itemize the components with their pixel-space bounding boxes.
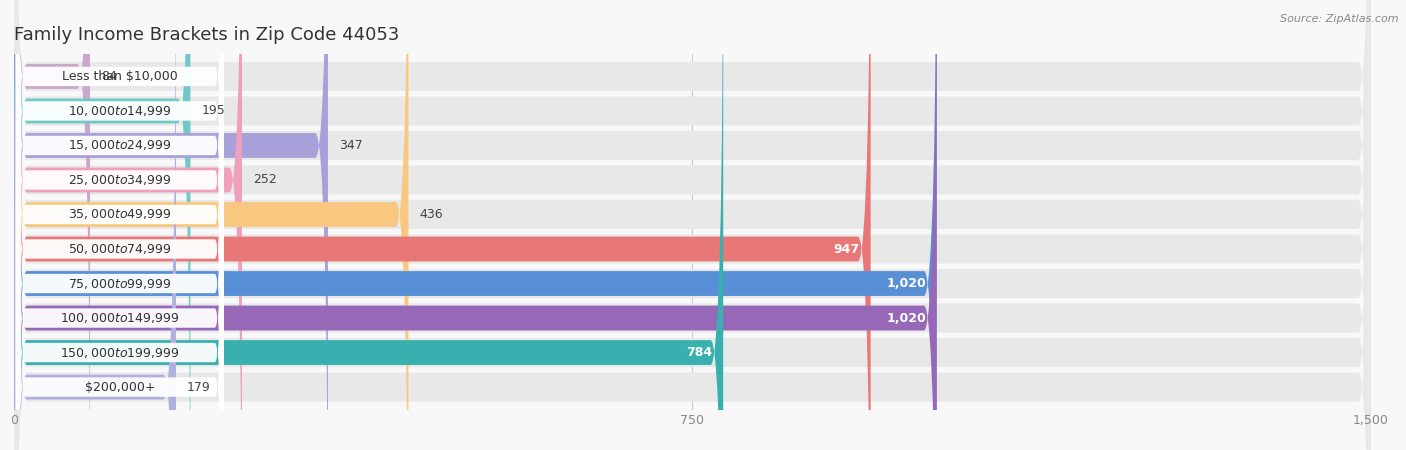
Text: $15,000 to $24,999: $15,000 to $24,999 [67, 139, 172, 153]
FancyBboxPatch shape [14, 0, 90, 450]
Text: $10,000 to $14,999: $10,000 to $14,999 [67, 104, 172, 118]
FancyBboxPatch shape [14, 0, 176, 450]
FancyBboxPatch shape [14, 0, 1371, 450]
FancyBboxPatch shape [14, 0, 723, 450]
FancyBboxPatch shape [14, 0, 1371, 450]
Text: $100,000 to $149,999: $100,000 to $149,999 [60, 311, 180, 325]
Text: 1,020: 1,020 [886, 311, 925, 324]
FancyBboxPatch shape [15, 17, 224, 450]
Text: 947: 947 [834, 243, 860, 256]
FancyBboxPatch shape [14, 0, 936, 450]
FancyBboxPatch shape [14, 0, 1371, 450]
FancyBboxPatch shape [14, 0, 1371, 450]
Text: 347: 347 [339, 139, 363, 152]
FancyBboxPatch shape [14, 0, 936, 450]
FancyBboxPatch shape [15, 52, 224, 450]
FancyBboxPatch shape [14, 0, 328, 450]
FancyBboxPatch shape [15, 0, 224, 450]
FancyBboxPatch shape [14, 0, 1371, 450]
FancyBboxPatch shape [14, 0, 1371, 450]
FancyBboxPatch shape [15, 0, 224, 450]
FancyBboxPatch shape [14, 0, 1371, 450]
Text: $75,000 to $99,999: $75,000 to $99,999 [67, 276, 172, 291]
FancyBboxPatch shape [15, 0, 224, 446]
Text: Source: ZipAtlas.com: Source: ZipAtlas.com [1281, 14, 1399, 23]
FancyBboxPatch shape [14, 0, 870, 450]
Text: 195: 195 [201, 104, 225, 117]
Text: 179: 179 [187, 381, 211, 394]
Text: 252: 252 [253, 174, 277, 186]
FancyBboxPatch shape [15, 0, 224, 450]
FancyBboxPatch shape [15, 0, 224, 450]
FancyBboxPatch shape [14, 0, 1371, 450]
FancyBboxPatch shape [14, 0, 242, 450]
Text: 84: 84 [101, 70, 117, 83]
FancyBboxPatch shape [15, 0, 224, 412]
Text: 1,020: 1,020 [886, 277, 925, 290]
FancyBboxPatch shape [14, 0, 190, 450]
FancyBboxPatch shape [15, 0, 224, 450]
Text: $35,000 to $49,999: $35,000 to $49,999 [67, 207, 172, 221]
Text: Family Income Brackets in Zip Code 44053: Family Income Brackets in Zip Code 44053 [14, 26, 399, 44]
Text: $25,000 to $34,999: $25,000 to $34,999 [67, 173, 172, 187]
FancyBboxPatch shape [14, 0, 1371, 450]
FancyBboxPatch shape [14, 0, 1371, 450]
Text: $200,000+: $200,000+ [84, 381, 155, 394]
Text: $50,000 to $74,999: $50,000 to $74,999 [67, 242, 172, 256]
Text: $150,000 to $199,999: $150,000 to $199,999 [60, 346, 180, 360]
FancyBboxPatch shape [14, 0, 408, 450]
Text: 784: 784 [686, 346, 713, 359]
FancyBboxPatch shape [15, 0, 224, 450]
Text: Less than $10,000: Less than $10,000 [62, 70, 177, 83]
Text: 436: 436 [419, 208, 443, 221]
